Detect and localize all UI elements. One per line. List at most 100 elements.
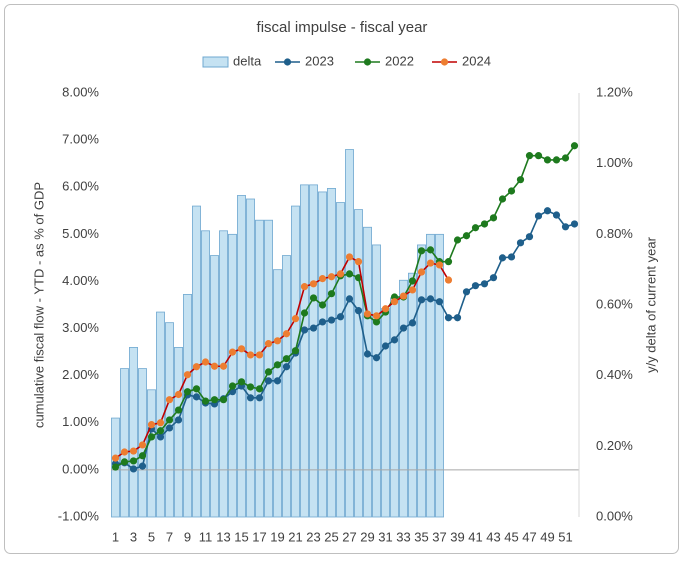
marker [462,288,471,296]
y2-tick-label: 0.20% [596,438,633,453]
y-tick-label: 0.00% [62,461,99,476]
x-tick-label: 9 [184,529,191,544]
marker [489,214,498,222]
y2-axis-label: y/y delta of current year [643,236,658,373]
marker [228,348,237,356]
bar [381,308,390,518]
x-tick-label: 33 [396,529,410,544]
marker [417,247,426,255]
marker [147,421,156,429]
x-tick-label: 31 [378,529,392,544]
marker [309,280,318,288]
legend-label: 2024 [462,53,491,68]
x-tick-label: 35 [414,529,428,544]
marker [255,394,264,402]
marker [399,292,408,300]
marker [255,351,264,359]
x-tick-label: 25 [324,529,338,544]
marker [381,305,390,313]
marker [273,377,282,385]
marker [129,465,138,473]
marker [165,416,174,424]
bar [228,233,237,518]
marker [327,316,336,324]
marker [570,220,579,228]
marker [138,462,147,470]
x-tick-label: 7 [166,529,173,544]
x-tick-label: 39 [450,529,464,544]
marker [471,282,480,290]
bar [192,205,201,518]
marker [210,396,219,404]
marker [291,315,300,323]
marker [111,463,120,471]
marker [561,154,570,162]
x-tick-label: 49 [540,529,554,544]
marker [543,156,552,164]
bar [354,209,363,518]
marker [129,457,138,465]
bar [201,230,210,518]
marker [498,195,507,203]
marker [129,447,138,455]
x-tick-label: 47 [522,529,536,544]
bar [120,368,129,518]
bar [273,269,282,518]
x-tick-label: 51 [558,529,572,544]
marker [480,220,489,228]
bar [291,205,300,518]
marker [372,354,381,362]
x-tick-label: 11 [199,529,213,544]
x-tick-label: 13 [216,529,230,544]
marker [246,351,255,359]
legend-marker [363,58,372,66]
marker [282,355,291,363]
marker [354,307,363,315]
marker [273,337,282,345]
x-tick-label: 19 [270,529,284,544]
marker [543,207,552,215]
marker [210,362,219,370]
marker [345,270,354,278]
marker [345,253,354,261]
marker [120,448,129,456]
marker [201,397,210,405]
legend-marker [283,58,292,66]
bar [336,202,345,518]
marker [561,223,570,231]
marker [192,393,201,401]
x-tick-label: 43 [486,529,500,544]
marker [165,424,174,432]
marker [435,261,444,269]
marker [192,385,201,393]
marker [246,394,255,402]
bar [129,346,138,518]
marker [435,298,444,306]
marker [390,298,399,306]
marker [282,363,291,371]
y2-tick-label: 1.20% [596,84,633,99]
marker [300,283,309,291]
marker [444,258,453,266]
bar [318,191,327,518]
bar [327,187,336,518]
marker [300,326,309,334]
marker [156,433,165,441]
marker [219,396,228,404]
marker [480,280,489,288]
marker [507,187,516,195]
marker [345,295,354,303]
y-tick-label: 2.00% [62,367,99,382]
marker [453,314,462,322]
marker [255,385,264,393]
y2-tick-label: 1.00% [596,155,633,170]
marker [156,427,165,435]
bar [300,184,309,518]
marker [174,416,183,424]
bar [435,233,444,518]
marker [570,142,579,150]
marker [318,318,327,326]
bar [210,255,219,518]
bar [255,219,264,518]
marker [237,378,246,386]
